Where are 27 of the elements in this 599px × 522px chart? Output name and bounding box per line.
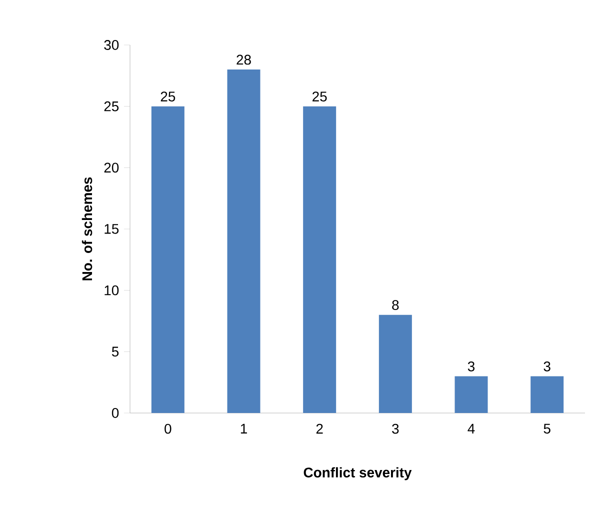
x-tick-label: 1 (240, 424, 247, 434)
data-label: 25 (312, 92, 327, 102)
bar (151, 106, 184, 413)
y-tick-label: 25 (104, 101, 119, 112)
data-label: 3 (468, 361, 475, 372)
data-label: 8 (392, 300, 399, 310)
bar (530, 376, 564, 413)
y-tick-label: 15 (104, 224, 119, 234)
x-tick-label: 2 (316, 424, 323, 434)
bar (378, 314, 412, 413)
bar (227, 70, 260, 413)
y-tick-label: 20 (104, 162, 119, 173)
data-label: 25 (160, 92, 176, 102)
x-tick-label: 3 (392, 424, 399, 434)
data-label: 3 (544, 361, 550, 372)
x-axis-title: Conflict severity (304, 467, 412, 480)
y-tick-label: 30 (104, 40, 119, 50)
data-label: 28 (236, 54, 251, 65)
bar (303, 106, 336, 413)
y-tick-label: 5 (112, 346, 119, 357)
y-axis-title: No. of schemes (82, 177, 92, 280)
y-tick-label: 10 (104, 285, 119, 296)
y-tick-label: 0 (112, 408, 119, 418)
x-tick-label: 5 (544, 424, 550, 434)
x-tick-label: 4 (468, 424, 475, 434)
x-tick-label: 0 (164, 424, 172, 434)
bar (454, 376, 488, 413)
